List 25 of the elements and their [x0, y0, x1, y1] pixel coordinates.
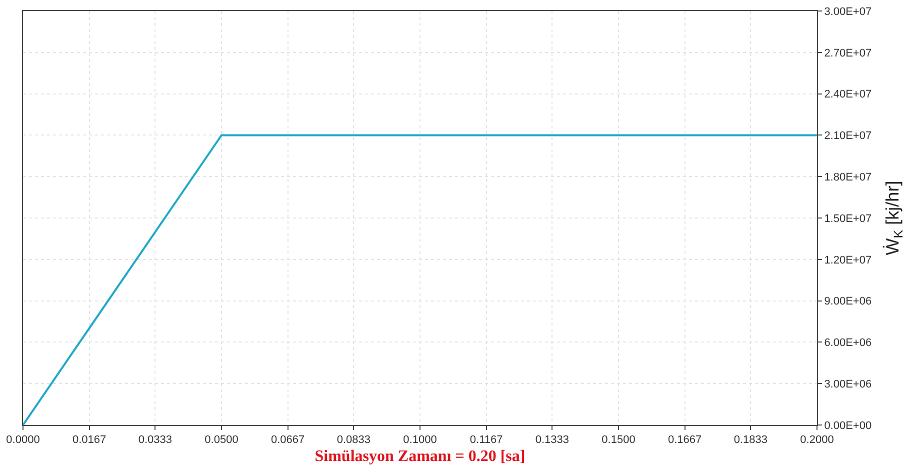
x-tick-label: 0.0833	[336, 434, 371, 446]
x-tick-label: 0.1833	[734, 434, 768, 446]
x-tick-label: 0.1667	[668, 434, 702, 446]
x-tick-label: 0.2000	[800, 434, 834, 446]
y-tick-label: 3.00E+06	[824, 378, 872, 390]
x-tick-label: 0.1167	[470, 434, 503, 446]
x-tick-label: 0.0667	[270, 434, 305, 446]
y-tick-label: 2.40E+07	[824, 88, 872, 101]
x-axis-title: Simülasyon Zamanı = 0.20 [sa]	[314, 448, 526, 465]
y-tick-label: 3.00E+07	[824, 6, 872, 18]
y-tick-label: 2.10E+07	[824, 130, 872, 142]
y-tick-label: 9.00E+06	[824, 296, 872, 308]
x-tick-label: 0.0500	[204, 434, 238, 446]
y-tick-label: 0.00E+00	[824, 420, 872, 432]
x-tick-label: 0.0333	[138, 434, 172, 446]
x-tick-label: 0.1500	[602, 434, 636, 446]
y-tick-label: 1.20E+07	[824, 254, 872, 266]
y-tick-label: 6.00E+06	[824, 337, 872, 350]
x-tick-label: 0.0000	[6, 434, 40, 446]
x-tick-label: 0.1333	[535, 434, 570, 446]
y-tick-label: 1.80E+07	[824, 171, 872, 184]
x-tick-label: 0.1000	[403, 434, 437, 446]
y-tick-label: 2.70E+07	[824, 47, 872, 60]
y-tick-label: 1.50E+07	[824, 212, 872, 225]
x-tick-label: 0.0167	[72, 434, 106, 446]
